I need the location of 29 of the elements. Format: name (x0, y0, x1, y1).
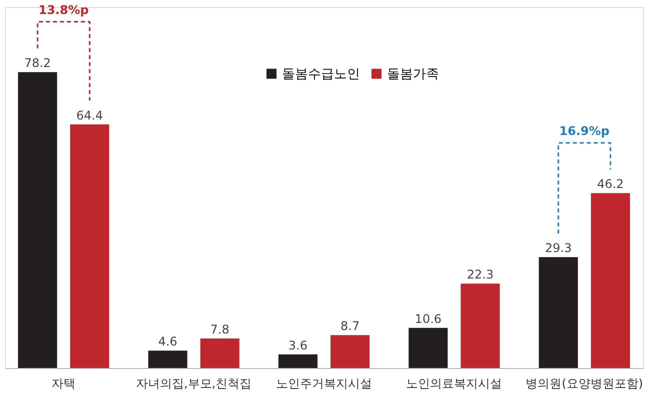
data-label: 10.6 (414, 312, 442, 326)
data-label: 8.7 (340, 319, 360, 334)
data-label: 22.3 (466, 268, 494, 282)
legend-label: 돌봄가족 (387, 66, 439, 82)
bar (278, 354, 318, 368)
data-label: 46.2 (597, 177, 624, 192)
x-tick-label: 노인주거복지시설 (276, 376, 372, 390)
data-label: 78.2 (24, 56, 51, 70)
data-label: 29.3 (545, 241, 572, 256)
bar (590, 193, 630, 368)
x-tick-label: 병의원(요양병원포함) (526, 376, 644, 390)
text: 13.8%p (38, 2, 90, 17)
data-label: 4.6 (158, 334, 178, 349)
x-tick-label: 자택 (52, 376, 76, 390)
data-label: 3.6 (288, 338, 308, 352)
bar (330, 335, 370, 368)
bar (148, 350, 188, 368)
legend-label: 돌봄수급노인 (282, 66, 360, 82)
bar (18, 72, 58, 368)
bar (538, 257, 578, 368)
annotation: 16.9%p (559, 124, 610, 138)
bar (70, 124, 110, 368)
bar (460, 284, 500, 368)
bar (408, 328, 448, 368)
data-label: 64.4 (76, 108, 103, 122)
x-tick-label: 노인의료복지시설 (406, 376, 502, 390)
data-label: 7.8 (210, 322, 230, 336)
bar (200, 338, 240, 368)
x-tick-label: 자녀의집,부모,친척집 (136, 376, 252, 390)
